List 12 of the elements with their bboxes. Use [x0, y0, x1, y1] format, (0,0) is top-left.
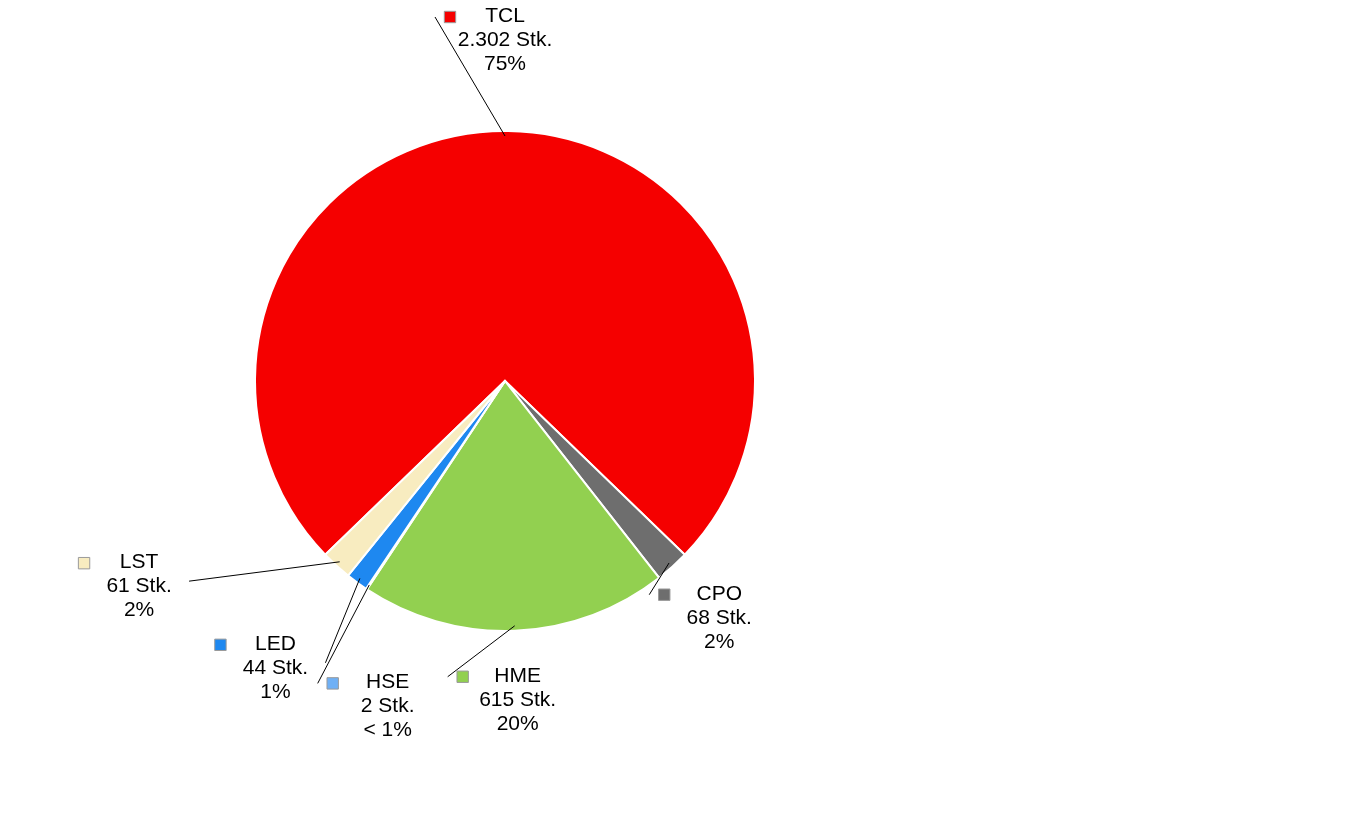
legend-label: LED — [255, 630, 296, 654]
data-label: 615 Stk. 20% — [479, 686, 557, 734]
data-label: 44 Stk. 1% — [242, 654, 309, 702]
legend-label: LST — [119, 549, 159, 573]
data-label: 2.302 Stk. 75% — [457, 27, 553, 74]
data-label: 2 Stk. < 1% — [360, 693, 415, 741]
data-label: 68 Stk. 2% — [686, 604, 752, 652]
legend-label: CPO — [696, 580, 743, 604]
legend-label: HME — [494, 662, 542, 686]
legend-label: TCL — [485, 3, 525, 26]
legend-label: HSE — [366, 669, 410, 693]
data-label: 61 Stk. 2% — [106, 573, 172, 621]
